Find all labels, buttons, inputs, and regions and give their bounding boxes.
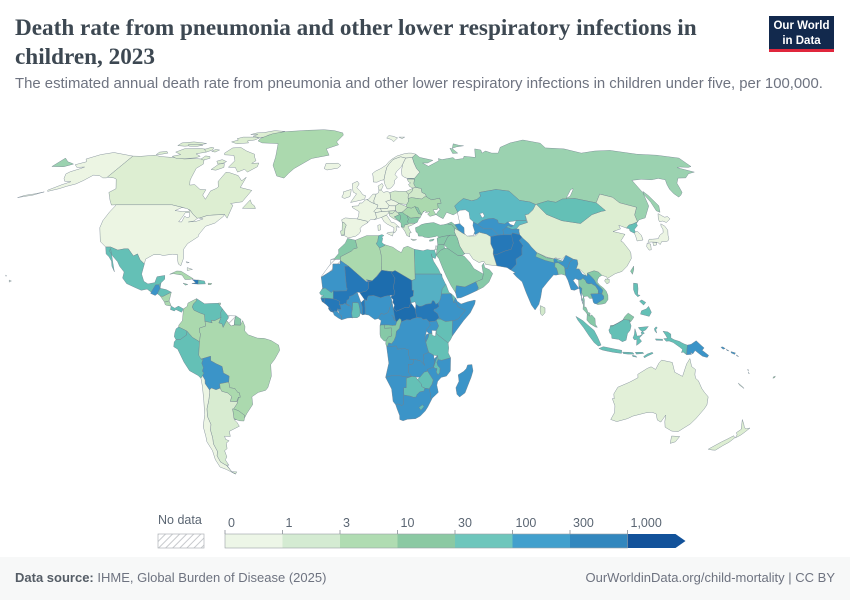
svg-text:1: 1 [286,516,293,530]
svg-text:300: 300 [573,516,594,530]
svg-text:3: 3 [343,516,350,530]
svg-text:0: 0 [228,516,235,530]
svg-text:No data: No data [158,513,202,527]
svg-text:10: 10 [401,516,415,530]
svg-text:1,000: 1,000 [631,516,662,530]
svg-text:100: 100 [516,516,537,530]
svg-text:30: 30 [458,516,472,530]
